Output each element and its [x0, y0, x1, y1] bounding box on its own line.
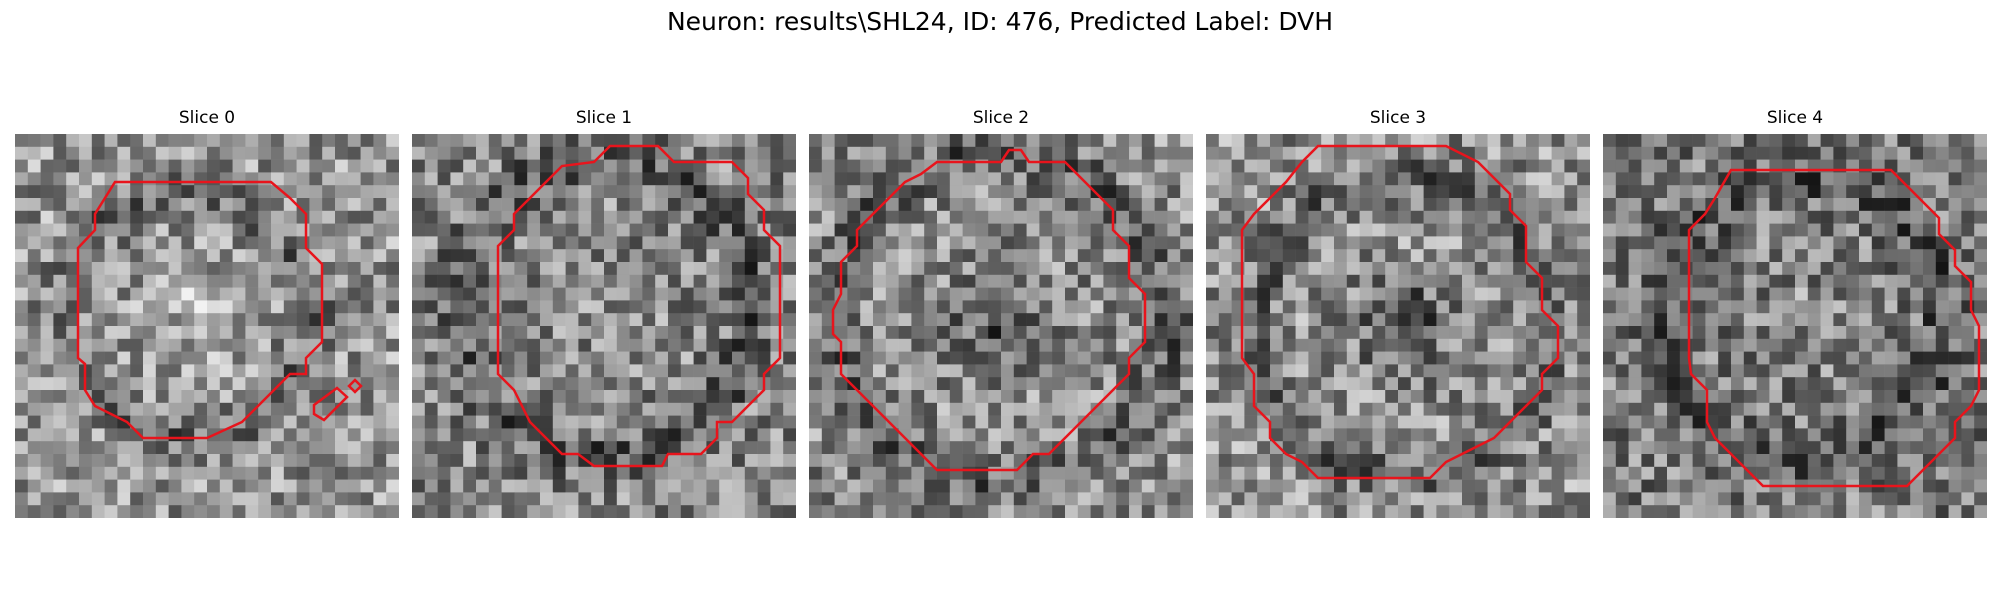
slice-image-4 [1603, 134, 1987, 518]
cell-contour [496, 144, 782, 468]
cell-contour [1687, 168, 1981, 488]
cell-contour [831, 148, 1147, 472]
slice-image-2 [809, 134, 1193, 518]
cell-contour [1240, 144, 1560, 480]
slice-panel-0: Slice 0 [15, 106, 399, 522]
slice-title-0: Slice 0 [178, 108, 236, 128]
slice-title-1: Slice 1 [575, 108, 633, 128]
slice-panel-2: Slice 2 [809, 106, 1193, 522]
slice-panel-1: Slice 1 [412, 106, 796, 522]
tiny-contour [347, 378, 363, 394]
figure-title: Neuron: results\SHL24, ID: 476, Predicte… [666, 7, 1334, 36]
slice-image-0 [15, 134, 399, 518]
cell-contour [76, 180, 324, 440]
small-contour [312, 386, 349, 422]
slice-image-1 [412, 134, 796, 518]
slice-panel-4: Slice 4 [1603, 106, 1987, 522]
slice-panel-3: Slice 3 [1206, 106, 1590, 522]
slice-image-3 [1206, 134, 1590, 518]
slice-title-3: Slice 3 [1369, 108, 1427, 128]
slice-title-2: Slice 2 [972, 108, 1030, 128]
slice-title-4: Slice 4 [1766, 108, 1824, 128]
